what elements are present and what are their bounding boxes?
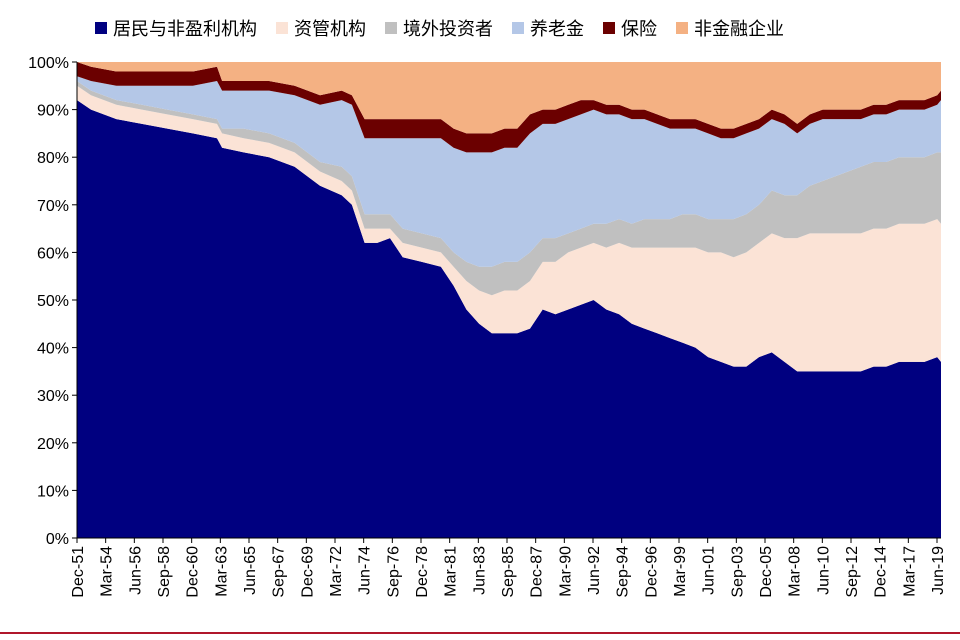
legend-label: 保险 xyxy=(621,19,657,40)
legend-label: 资管机构 xyxy=(294,19,366,40)
x-tick-label: Mar-08 xyxy=(787,546,804,597)
x-tick-label: Jun-74 xyxy=(357,546,374,595)
legend-swatch xyxy=(276,22,288,34)
x-tick-label: Sep-03 xyxy=(729,546,746,598)
bottom-rule xyxy=(0,632,960,634)
x-tick-label: Dec-05 xyxy=(758,546,775,598)
x-tick-label: Jun-10 xyxy=(815,546,832,595)
x-tick-label: Mar-63 xyxy=(213,546,230,597)
x-tick-label: Dec-96 xyxy=(643,546,660,598)
x-tick-label: Sep-58 xyxy=(156,546,173,598)
legend-swatch xyxy=(512,22,524,34)
x-tick-label: Dec-60 xyxy=(185,546,202,598)
x-tick-label: Sep-85 xyxy=(500,546,517,598)
chart-legend: 居民与非盈利机构 资管机构 境外投资者 养老金 保险 非金融企业 xyxy=(95,15,803,41)
legend-swatch xyxy=(676,22,688,34)
x-tick-label: Jun-65 xyxy=(242,546,259,595)
area-series-group xyxy=(77,62,941,538)
area-series xyxy=(77,62,941,153)
legend-label: 居民与非盈利机构 xyxy=(113,19,257,40)
legend-swatch xyxy=(603,22,615,34)
legend-item: 境外投资者 xyxy=(385,15,493,41)
legend-label: 境外投资者 xyxy=(403,19,493,40)
x-tick-label: Sep-12 xyxy=(844,546,861,598)
y-tick-label: 20% xyxy=(37,436,69,453)
legend-swatch xyxy=(385,22,397,34)
y-tick-label: 0% xyxy=(46,531,69,548)
y-tick-label: 50% xyxy=(37,293,69,310)
legend-swatch xyxy=(95,22,107,34)
legend-item: 养老金 xyxy=(512,15,584,41)
legend-item: 保险 xyxy=(603,15,657,41)
x-tick-label: Mar-54 xyxy=(99,546,116,597)
x-tick-label: Jun-92 xyxy=(586,546,603,595)
axes-group: 0% 10% 20% 30% 40% 50% 60% 70% 80% 90% 100% Dec-51 M… xyxy=(28,55,947,598)
area-series xyxy=(77,62,941,134)
legend-item: 非金融企业 xyxy=(676,15,784,41)
x-tick-label: Jun-83 xyxy=(471,546,488,595)
y-tick-label: 60% xyxy=(37,245,69,262)
legend-label: 养老金 xyxy=(530,19,584,40)
y-tick-label: 70% xyxy=(37,198,69,215)
x-tick-label: Dec-14 xyxy=(873,546,890,598)
x-tick-label: Dec-51 xyxy=(70,546,87,598)
legend-item: 居民与非盈利机构 xyxy=(95,15,257,41)
y-tick-label: 40% xyxy=(37,341,69,358)
legend-label: 非金融企业 xyxy=(694,19,784,40)
x-tick-label: Sep-94 xyxy=(615,546,632,598)
x-tick-label: Mar-90 xyxy=(557,546,574,597)
legend-item: 资管机构 xyxy=(276,15,366,41)
x-tick-label: Mar-72 xyxy=(328,546,345,597)
x-tick-label: Jun-19 xyxy=(930,546,947,595)
y-tick-label: 100% xyxy=(28,55,69,72)
x-tick-label: Sep-76 xyxy=(385,546,402,598)
x-tick-label: Mar-99 xyxy=(672,546,689,597)
x-tick-label: Mar-17 xyxy=(901,546,918,597)
y-tick-label: 10% xyxy=(37,483,69,500)
x-tick-label: Dec-87 xyxy=(529,546,546,598)
x-tick-label: Jun-56 xyxy=(127,546,144,595)
y-tick-label: 30% xyxy=(37,388,69,405)
x-tick-label: Mar-81 xyxy=(443,546,460,597)
area-series xyxy=(77,76,941,267)
x-tick-label: Dec-78 xyxy=(414,546,431,598)
x-tick-label: Jun-01 xyxy=(701,546,718,595)
x-tick-label: Sep-67 xyxy=(271,546,288,598)
x-tick-label: Dec-69 xyxy=(299,546,316,598)
y-tick-label: 80% xyxy=(37,150,69,167)
y-tick-label: 90% xyxy=(37,103,69,120)
area-series xyxy=(77,81,941,296)
area-series xyxy=(77,85,941,372)
area-series xyxy=(77,100,941,538)
